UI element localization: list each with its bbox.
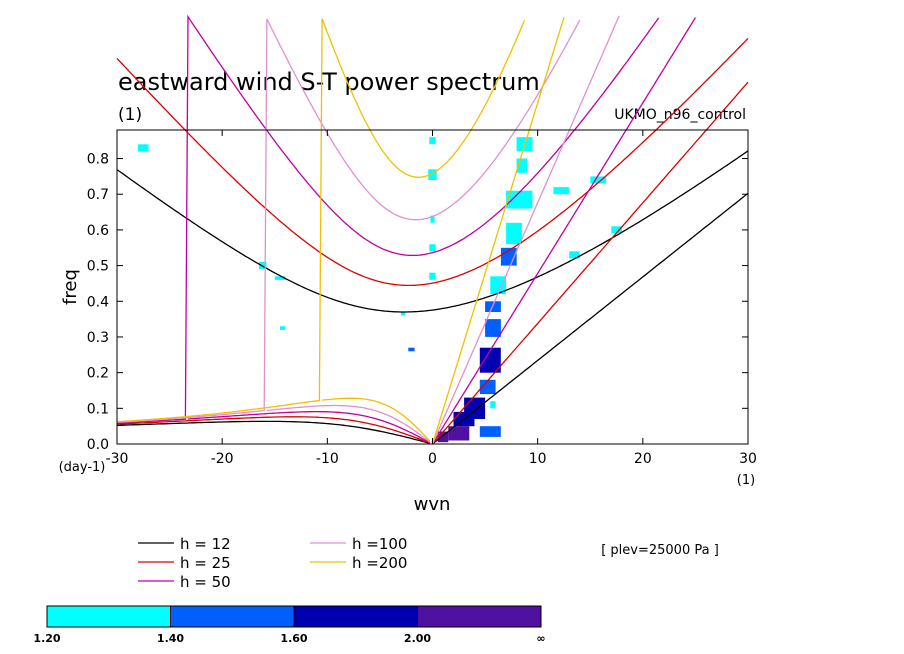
y-tick-label-2: 0.2	[87, 366, 109, 382]
spectrum-patch-26	[138, 144, 149, 152]
x-tick-label-3: 0	[428, 451, 437, 467]
spectrum-patch-20	[429, 137, 436, 145]
spectrum-patch-11	[506, 190, 533, 209]
legend-label-12: h = 12	[180, 535, 231, 553]
spectrum-patch-5	[479, 347, 501, 373]
colorbar-level-0: 1.20	[33, 632, 60, 645]
dispersion-curve-50-lower	[187, 410, 431, 444]
dispersion-curve-200-lower	[322, 397, 431, 442]
x-axis-label: wvn	[414, 494, 451, 515]
dispersion-curve-100-lower	[266, 404, 431, 443]
colorbar-swatch-2	[293, 605, 418, 628]
legend-label-100: h =100	[352, 535, 407, 553]
colorbar: 1.20 1.40 1.60 2.00 ∞	[33, 605, 546, 645]
colorbar-swatch-0	[46, 605, 171, 628]
chart-subtitle-right: UKMO_n96_control	[614, 107, 746, 123]
spectrum-patch-18	[430, 215, 435, 223]
spectrum-patch-21	[408, 347, 415, 352]
x-tick-label-4: 10	[529, 451, 547, 467]
x-tick-label-2: -10	[316, 451, 339, 467]
spectrum-patch-14	[479, 426, 501, 437]
y-tick-label-7: 0.7	[87, 187, 109, 203]
x-tick-label-0: -30	[106, 451, 129, 467]
spectrum-patch-0	[437, 431, 449, 443]
chart-subtitle-left: (1)	[118, 105, 142, 125]
x-tick-label-1: -20	[211, 451, 234, 467]
legend-label-50: h = 50	[180, 573, 231, 591]
y-tick-label-8: 0.8	[87, 152, 109, 168]
legend-label-25: h = 25	[180, 554, 231, 572]
spectrum-patch-8	[490, 276, 507, 295]
y-axis-label: freq	[60, 269, 81, 305]
y-tick-label-3: 0.3	[87, 330, 109, 346]
colorbar-swatch-1	[170, 605, 295, 628]
dispersion-curve-25-kelvin	[432, 81, 749, 445]
x-tick-label-6: 30	[739, 451, 757, 467]
spectrum-patch-19	[428, 169, 437, 180]
y-tick-label-0: 0.0	[87, 437, 109, 453]
x-tick-label-5: 20	[634, 451, 652, 467]
dispersion-curve-12-upper	[116, 150, 749, 313]
spectrum-patch-16	[429, 272, 436, 280]
legend-label-200: h =200	[352, 554, 407, 572]
dispersion-curve-200-kelvin	[431, 17, 565, 445]
spectrum-patch-4	[479, 379, 496, 395]
colorbar-level-2: 1.60	[280, 632, 307, 645]
dispersion-curves	[116, 14, 749, 445]
spectrum-patch-10	[506, 222, 522, 245]
colorbar-level-4: ∞	[536, 632, 545, 645]
spectrum-patch-30	[400, 312, 406, 316]
dispersion-curve-12-lower	[116, 420, 431, 444]
y-axis-unit: (day-1)	[59, 460, 106, 475]
dispersion-curve-100-upper	[116, 18, 581, 423]
plev-note: [ plev=25000 Pa ]	[601, 543, 719, 558]
spectrum-patch-29	[280, 326, 286, 330]
shaded-regions	[138, 137, 622, 443]
y-tick-label-4: 0.4	[87, 294, 109, 310]
dispersion-curve-200-upper	[116, 18, 526, 423]
spectrum-patch-24	[569, 251, 580, 259]
colorbar-swatch-3	[417, 605, 542, 628]
dispersion-curve-12-kelvin	[432, 192, 749, 445]
x-axis-ticks: -30 -20 -10 0 10 20 30	[106, 130, 757, 467]
y-tick-label-6: 0.6	[87, 223, 109, 239]
spectrum-patch-28	[274, 276, 286, 280]
spectrum-patch-17	[429, 244, 436, 252]
dispersion-curve-25-lower	[116, 416, 431, 444]
y-axis-ticks: 0.0 0.1 0.2 0.3 0.4 0.5 0.6 0.7 0.8	[87, 152, 748, 453]
spectrum-patch-6	[485, 319, 501, 337]
colorbar-level-1: 1.40	[157, 632, 184, 645]
chart-title: eastward wind S-T power spectrum	[118, 68, 540, 96]
dispersion-curve-50-upper	[116, 14, 660, 424]
y-tick-label-5: 0.5	[87, 259, 109, 275]
spectrum-patch-15	[490, 401, 496, 409]
spectrum-patch-23	[590, 176, 607, 184]
spectrum-patch-1	[448, 426, 470, 441]
spectrum-patch-25	[611, 226, 622, 234]
spectrum-patch-12	[516, 158, 528, 173]
dispersion-curve-50-kelvin	[431, 17, 696, 445]
x-axis-unit: (1)	[737, 473, 755, 488]
spectrum-patch-22	[553, 187, 570, 195]
colorbar-level-3: 2.00	[404, 632, 431, 645]
spectrum-patch-3	[464, 397, 486, 419]
y-tick-label-1: 0.1	[87, 401, 109, 417]
dispersion-curve-25-upper	[116, 37, 749, 287]
dispersion-curve-100-kelvin	[431, 15, 620, 445]
